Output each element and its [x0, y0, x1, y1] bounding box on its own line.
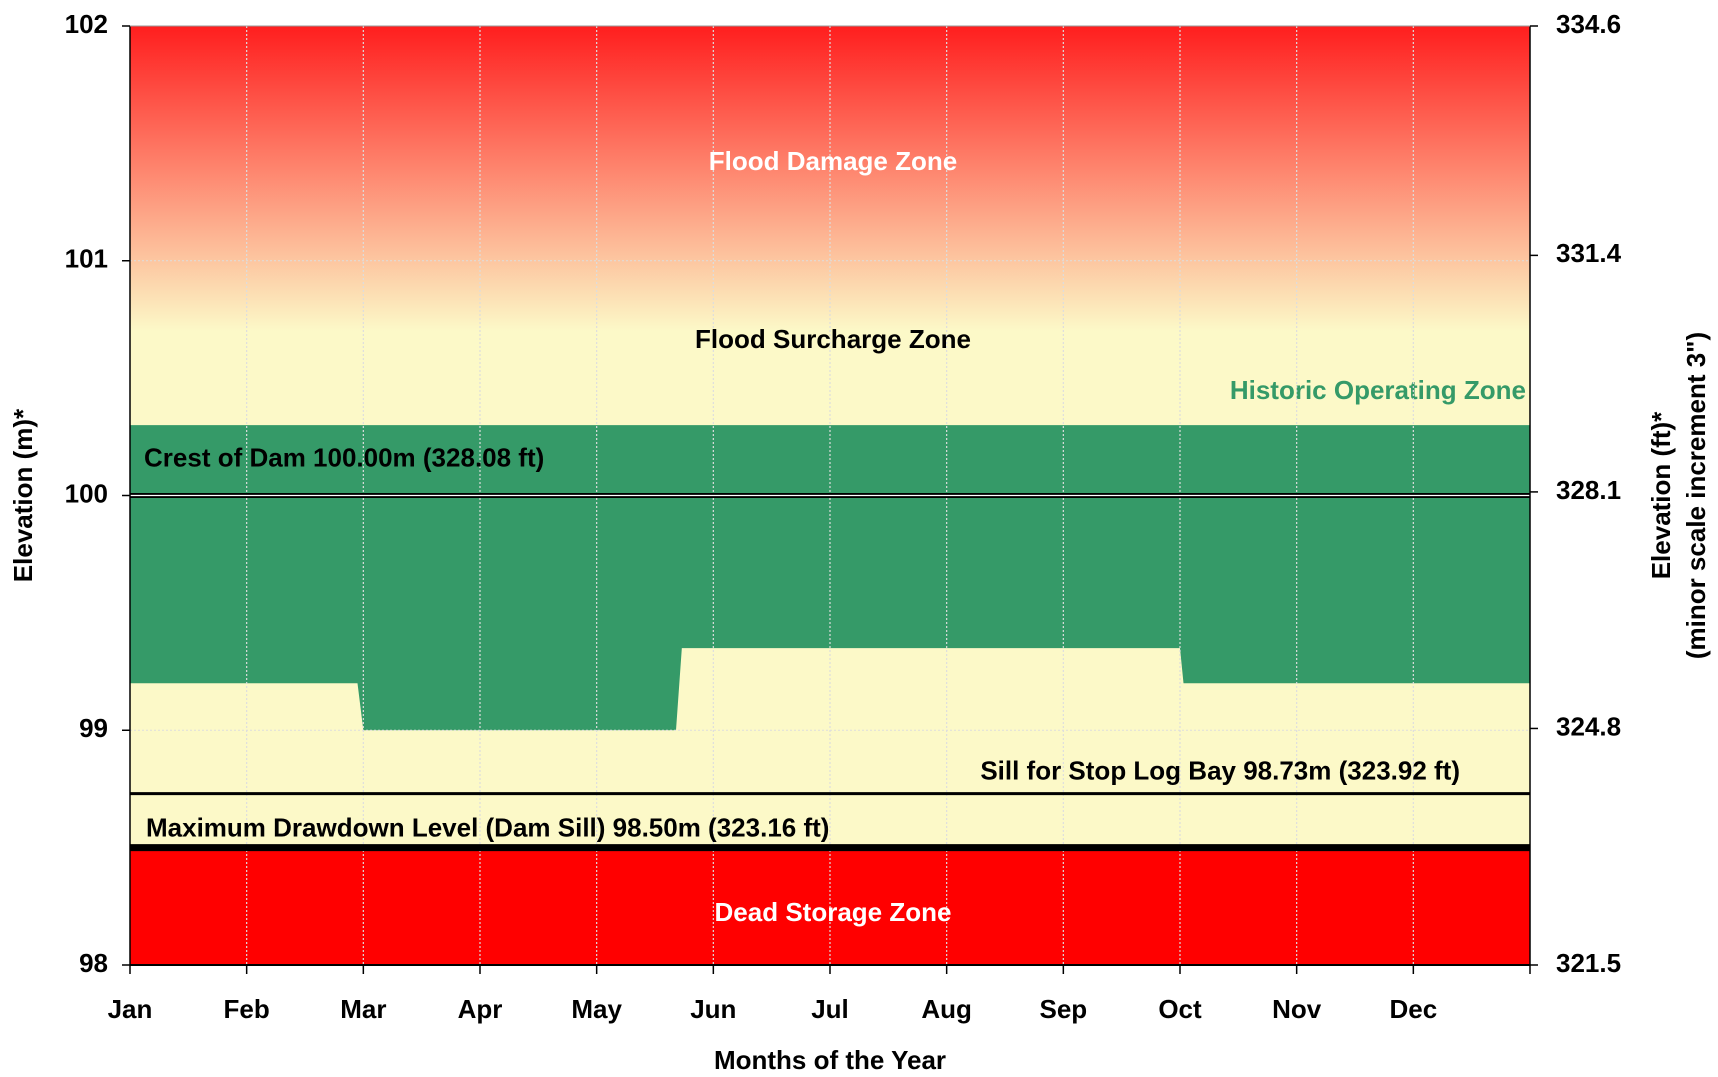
x-tick-label: Jun [690, 994, 736, 1024]
x-tick-label: Sep [1039, 994, 1087, 1024]
y-axis-title: Elevation (m)* [8, 408, 38, 582]
x-tick-label: Dec [1389, 994, 1437, 1024]
x-tick-label: Mar [340, 994, 386, 1024]
y-tick-label: 99 [79, 713, 108, 743]
reference-label: Sill for Stop Log Bay 98.73m (323.92 ft) [980, 756, 1460, 786]
reference-label: Crest of Dam 100.00m (328.08 ft) [144, 442, 544, 472]
x-tick-label: Feb [224, 994, 270, 1024]
x-tick-label: Jul [811, 994, 849, 1024]
zone-label: Flood Surcharge Zone [695, 324, 971, 354]
series-label: Historic Operating Zone [1230, 375, 1526, 405]
y-tick-label: 102 [65, 9, 108, 39]
y-tick-label: 98 [79, 948, 108, 978]
x-tick-label: Aug [921, 994, 972, 1024]
x-axis-title: Months of the Year [714, 1045, 946, 1075]
operating-zone [130, 425, 1530, 731]
x-tick-label: May [571, 994, 622, 1024]
x-tick-label: Oct [1158, 994, 1202, 1024]
x-tick-label: Nov [1272, 994, 1322, 1024]
y2-tick-label: 324.8 [1556, 711, 1621, 741]
reference-label: Maximum Drawdown Level (Dam Sill) 98.50m… [146, 813, 829, 843]
y2-tick-label: 328.1 [1556, 475, 1621, 505]
y-tick-label: 100 [65, 478, 108, 508]
y-tick-label: 101 [65, 244, 108, 274]
y2-tick-label: 334.6 [1556, 9, 1621, 39]
x-tick-label: Jan [108, 994, 153, 1024]
y2-axis-title: Elevation (ft)* [1646, 411, 1676, 579]
y2-axis-title: (minor scale increment 3") [1681, 332, 1711, 659]
x-tick-label: Apr [458, 994, 503, 1024]
zone-label: Dead Storage Zone [715, 897, 952, 927]
y2-tick-label: 321.5 [1556, 948, 1621, 978]
zone-label: Flood Damage Zone [709, 146, 957, 176]
y2-tick-label: 331.4 [1556, 238, 1622, 268]
